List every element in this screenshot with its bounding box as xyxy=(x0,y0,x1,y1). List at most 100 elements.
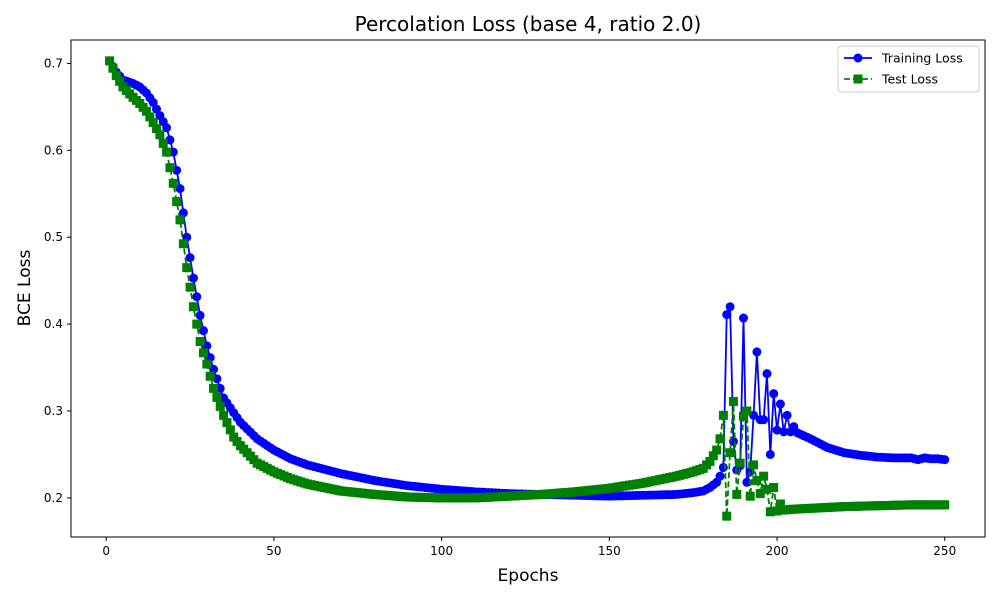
data-point xyxy=(182,263,192,273)
legend-training-label: Training Loss xyxy=(881,51,963,66)
data-point xyxy=(188,302,198,312)
data-point xyxy=(715,471,725,481)
data-point xyxy=(172,197,182,207)
data-point xyxy=(752,476,762,486)
x-tick-label: 250 xyxy=(933,544,956,558)
data-point xyxy=(722,511,732,521)
y-tick-label: 0.4 xyxy=(44,317,63,331)
data-point xyxy=(752,347,762,357)
data-point xyxy=(195,337,205,347)
data-point xyxy=(209,383,219,393)
test-loss-series xyxy=(105,56,950,521)
data-point xyxy=(145,112,155,122)
data-point xyxy=(178,208,188,218)
data-point xyxy=(105,56,115,66)
data-point xyxy=(749,460,759,470)
data-point xyxy=(762,484,772,494)
data-point xyxy=(225,425,235,435)
data-point xyxy=(152,124,162,134)
data-point xyxy=(762,369,772,379)
data-point xyxy=(765,507,775,517)
data-point xyxy=(192,292,202,302)
data-point xyxy=(755,489,765,499)
data-point xyxy=(175,215,185,225)
data-point xyxy=(769,389,779,399)
data-point xyxy=(739,313,749,323)
data-point xyxy=(185,253,195,263)
data-point xyxy=(940,500,950,510)
data-point xyxy=(775,399,785,409)
data-point xyxy=(728,396,738,406)
data-point xyxy=(745,491,755,501)
plot-layer xyxy=(105,56,950,521)
data-point xyxy=(769,482,779,492)
x-axis-ticks: 0 50 100 150 200 250 xyxy=(102,537,956,558)
y-tick-label: 0.2 xyxy=(44,491,63,505)
data-point xyxy=(725,448,735,458)
data-point xyxy=(162,123,172,133)
data-point xyxy=(715,434,725,444)
y-tick-label: 0.7 xyxy=(44,56,63,70)
data-point xyxy=(765,449,775,459)
data-point xyxy=(158,138,168,148)
data-point xyxy=(705,456,715,466)
y-tick-label: 0.5 xyxy=(44,230,63,244)
data-point xyxy=(708,451,718,461)
data-point xyxy=(718,462,728,472)
data-point xyxy=(188,273,198,283)
x-axis-label: Epochs xyxy=(498,566,559,586)
data-point xyxy=(940,455,950,465)
data-point xyxy=(108,63,118,73)
data-point xyxy=(162,147,172,157)
data-point xyxy=(185,282,195,292)
y-axis-ticks: 0.2 0.3 0.4 0.5 0.6 0.7 xyxy=(44,56,71,505)
data-point xyxy=(739,411,749,421)
data-point xyxy=(759,471,769,481)
x-tick-label: 50 xyxy=(266,544,281,558)
legend-test-label: Test Loss xyxy=(881,72,938,87)
data-point xyxy=(722,310,732,320)
data-point xyxy=(725,302,735,312)
training-loss-series xyxy=(105,56,950,501)
data-point xyxy=(219,410,229,420)
x-tick-label: 100 xyxy=(430,544,453,558)
y-tick-label: 0.3 xyxy=(44,404,63,418)
legend-test-marker xyxy=(853,74,863,84)
legend-box xyxy=(837,45,980,93)
data-point xyxy=(192,319,202,329)
data-point xyxy=(775,499,785,509)
data-point xyxy=(111,71,121,81)
chart-title: Percolation Loss (base 4, ratio 2.0) xyxy=(355,12,702,36)
data-point xyxy=(779,427,789,437)
data-point xyxy=(198,348,208,358)
legend: Training Loss Test Loss xyxy=(837,45,980,93)
data-point xyxy=(178,239,188,249)
data-point xyxy=(222,418,232,428)
data-point xyxy=(742,406,752,416)
x-tick-label: 0 xyxy=(102,544,110,558)
data-point xyxy=(155,130,165,140)
data-point xyxy=(205,371,215,381)
data-point xyxy=(782,410,792,420)
data-point xyxy=(735,458,745,468)
data-point xyxy=(718,410,728,420)
data-point xyxy=(212,392,222,402)
data-point xyxy=(115,76,125,86)
data-point xyxy=(202,359,212,369)
x-tick-label: 150 xyxy=(598,544,621,558)
data-point xyxy=(148,118,158,128)
data-point xyxy=(772,506,782,516)
y-tick-label: 0.6 xyxy=(44,143,63,157)
legend-training-marker xyxy=(853,53,863,63)
data-point xyxy=(732,489,742,499)
data-point xyxy=(168,178,178,188)
data-point xyxy=(712,445,722,455)
data-point xyxy=(165,163,175,173)
plot-area-frame xyxy=(70,39,986,538)
data-point xyxy=(141,106,151,116)
data-point xyxy=(195,310,205,320)
y-axis-label: BCE Loss xyxy=(15,250,35,327)
data-point xyxy=(759,415,769,425)
x-tick-label: 200 xyxy=(766,544,789,558)
